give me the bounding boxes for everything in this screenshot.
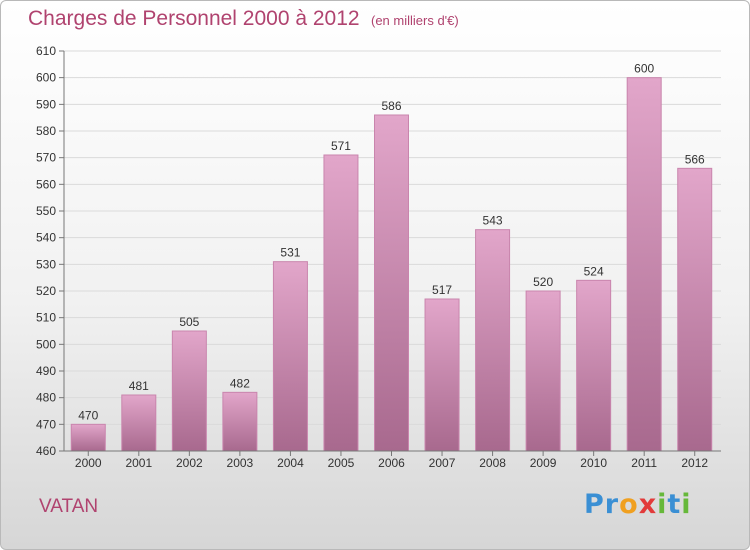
bar-2005[interactable] xyxy=(323,154,359,452)
y-tick-label: 470 xyxy=(36,417,56,431)
y-tick-label: 610 xyxy=(36,44,56,58)
bars: 470 481 505 482 531 571 586 517 543 520 524 600 566 xyxy=(70,62,713,452)
logo-letter: i xyxy=(657,489,668,520)
x-tick-label: 2006 xyxy=(378,456,405,470)
bar-2010[interactable] xyxy=(576,279,612,452)
x-tick-label: 2000 xyxy=(75,456,102,470)
bar-value-label: 481 xyxy=(129,379,149,393)
y-axis: 460 470 480 490 500 510 520 530 540 550 560 570 580 5… xyxy=(36,44,65,458)
logo-letter: r xyxy=(604,489,620,520)
x-tick-label: 2001 xyxy=(125,456,152,470)
chart-subtitle: (en milliers d'€) xyxy=(371,13,459,28)
x-tick-label: 2009 xyxy=(530,456,557,470)
bar-value-label: 600 xyxy=(634,62,654,76)
commune-name: VATAN xyxy=(39,496,99,517)
bar-value-label: 566 xyxy=(685,152,705,166)
bar-value-label: 586 xyxy=(381,99,401,113)
x-axis: 2000 2001 2002 2003 2004 2005 2006 2007 2008 2009… xyxy=(64,450,721,470)
x-tick-label: 2008 xyxy=(479,456,506,470)
logo-letter: P xyxy=(584,489,605,520)
y-tick-label: 550 xyxy=(36,204,56,218)
y-tick-label: 570 xyxy=(36,151,56,165)
logo-letter: t xyxy=(667,489,682,520)
bar-2011[interactable] xyxy=(626,77,662,452)
y-tick-label: 520 xyxy=(36,284,56,298)
y-tick-label: 560 xyxy=(36,177,56,191)
x-tick-label: 2012 xyxy=(681,456,708,470)
y-tick-label: 490 xyxy=(36,364,56,378)
bar-value-label: 543 xyxy=(483,214,503,228)
bar-value-label: 571 xyxy=(331,139,351,153)
logo-letter: i xyxy=(681,489,692,520)
bar-value-label: 531 xyxy=(280,246,300,260)
y-tick-label: 510 xyxy=(36,311,56,325)
bar-2003[interactable] xyxy=(222,391,258,452)
chart-title: Charges de Personnel 2000 à 2012 xyxy=(28,7,360,30)
bar-2012[interactable] xyxy=(677,167,713,452)
x-tick-label: 2010 xyxy=(580,456,607,470)
x-tick-label: 2004 xyxy=(277,456,304,470)
proxiti-logo[interactable]: Proxiti xyxy=(584,489,692,520)
logo-letter: x xyxy=(638,489,658,520)
x-tick-label: 2002 xyxy=(176,456,203,470)
x-tick-label: 2003 xyxy=(227,456,254,470)
y-tick-label: 460 xyxy=(36,444,56,458)
bar-value-label: 517 xyxy=(432,283,452,297)
y-tick-label: 480 xyxy=(36,391,56,405)
y-tick-label: 600 xyxy=(36,71,56,85)
bar-2004[interactable] xyxy=(272,261,308,452)
bar-value-label: 505 xyxy=(179,315,199,329)
bar-2006[interactable] xyxy=(374,114,409,452)
bar-value-label: 482 xyxy=(230,376,250,390)
y-tick-label: 580 xyxy=(36,124,56,138)
bar-2009[interactable] xyxy=(525,290,561,452)
x-tick-label: 2005 xyxy=(328,456,355,470)
y-tick-label: 530 xyxy=(36,257,56,271)
y-tick-label: 500 xyxy=(36,337,56,351)
logo-letter: o xyxy=(619,489,639,520)
y-tick-label: 590 xyxy=(36,97,56,111)
bar-value-label: 524 xyxy=(584,264,604,278)
bar-2001[interactable] xyxy=(121,394,157,452)
bar-2000[interactable] xyxy=(70,423,106,452)
bar-2002[interactable] xyxy=(171,330,207,452)
bar-value-label: 520 xyxy=(533,275,553,289)
bar-2007[interactable] xyxy=(424,298,460,452)
bar-2008[interactable] xyxy=(475,229,511,452)
bar-value-label: 470 xyxy=(78,408,98,422)
y-tick-label: 540 xyxy=(36,231,56,245)
x-tick-label: 2007 xyxy=(429,456,456,470)
x-tick-label: 2011 xyxy=(631,456,657,470)
